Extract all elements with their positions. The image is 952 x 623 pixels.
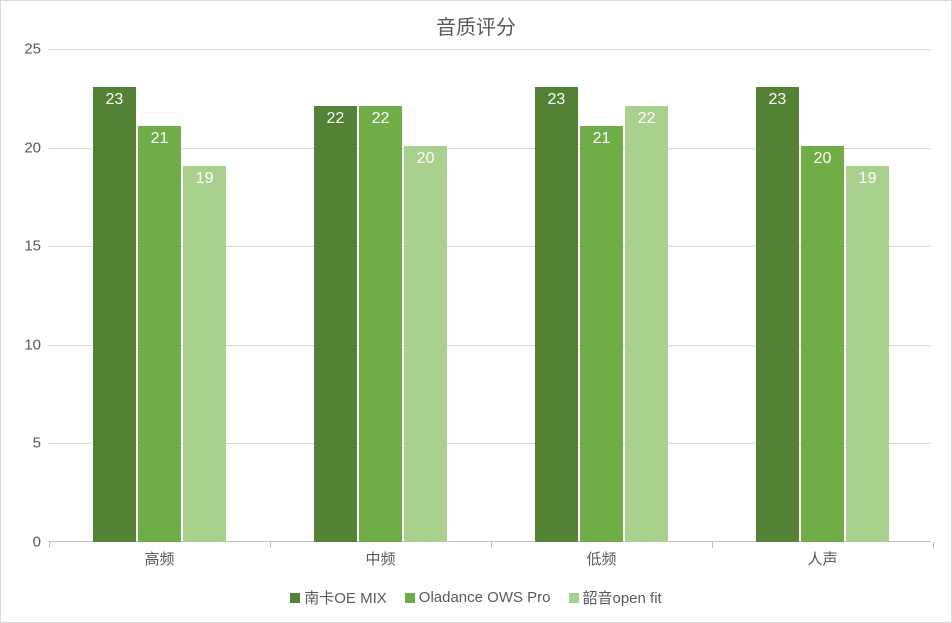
bar: 21	[580, 126, 622, 542]
bar: 22	[314, 106, 356, 542]
bar-value-label: 21	[580, 130, 622, 148]
legend-item: Oladance OWS Pro	[405, 589, 551, 606]
bar-value-label: 22	[625, 110, 667, 128]
bar-value-label: 19	[846, 170, 888, 188]
x-tick-label: 高频	[144, 548, 174, 569]
chart-title: 音质评分	[1, 11, 951, 40]
bar: 23	[535, 87, 577, 542]
bar: 21	[138, 126, 180, 542]
x-tick-mark	[933, 542, 934, 548]
plot-area: 0510152025高频232119中频222220低频232122人声2320…	[49, 49, 931, 542]
bar-value-label: 23	[93, 91, 135, 109]
bar-value-label: 23	[756, 91, 798, 109]
bar: 22	[359, 106, 401, 542]
y-tick-label: 15	[11, 238, 41, 255]
legend-item: 韶音open fit	[569, 587, 662, 608]
y-tick-label: 20	[11, 139, 41, 156]
bar: 22	[625, 106, 667, 542]
legend-swatch	[290, 593, 300, 603]
legend-label: Oladance OWS Pro	[419, 589, 551, 606]
x-tick-mark	[49, 542, 50, 548]
x-tick-mark	[712, 542, 713, 548]
bar-value-label: 19	[183, 170, 225, 188]
bar-value-label: 22	[314, 110, 356, 128]
gridline	[49, 246, 931, 247]
x-tick-label: 低频	[586, 548, 616, 569]
legend-label: 南卡OE MIX	[304, 587, 387, 608]
legend-swatch	[405, 593, 415, 603]
bar: 23	[93, 87, 135, 542]
legend-label: 韶音open fit	[583, 587, 662, 608]
x-tick-mark	[270, 542, 271, 548]
bar-value-label: 21	[138, 130, 180, 148]
y-tick-label: 5	[11, 435, 41, 452]
x-axis-line	[49, 541, 931, 542]
x-tick-label: 人声	[807, 548, 837, 569]
y-tick-label: 25	[11, 41, 41, 58]
x-tick-label: 中频	[365, 548, 395, 569]
bar-value-label: 20	[404, 150, 446, 168]
bar: 23	[756, 87, 798, 542]
bar: 20	[404, 146, 446, 542]
x-tick-mark	[491, 542, 492, 548]
gridline	[49, 49, 931, 50]
gridline	[49, 148, 931, 149]
bar-value-label: 23	[535, 91, 577, 109]
legend-swatch	[569, 593, 579, 603]
gridline	[49, 345, 931, 346]
bar-value-label: 20	[801, 150, 843, 168]
y-tick-label: 10	[11, 336, 41, 353]
gridline	[49, 443, 931, 444]
bar-value-label: 22	[359, 110, 401, 128]
bar: 19	[846, 166, 888, 542]
legend: 南卡OE MIX Oladance OWS Pro 韶音open fit	[1, 587, 951, 608]
y-tick-label: 0	[11, 534, 41, 551]
bar: 19	[183, 166, 225, 542]
bar: 20	[801, 146, 843, 542]
chart-container: 音质评分 0510152025高频232119中频222220低频232122人…	[0, 0, 952, 623]
legend-item: 南卡OE MIX	[290, 587, 387, 608]
